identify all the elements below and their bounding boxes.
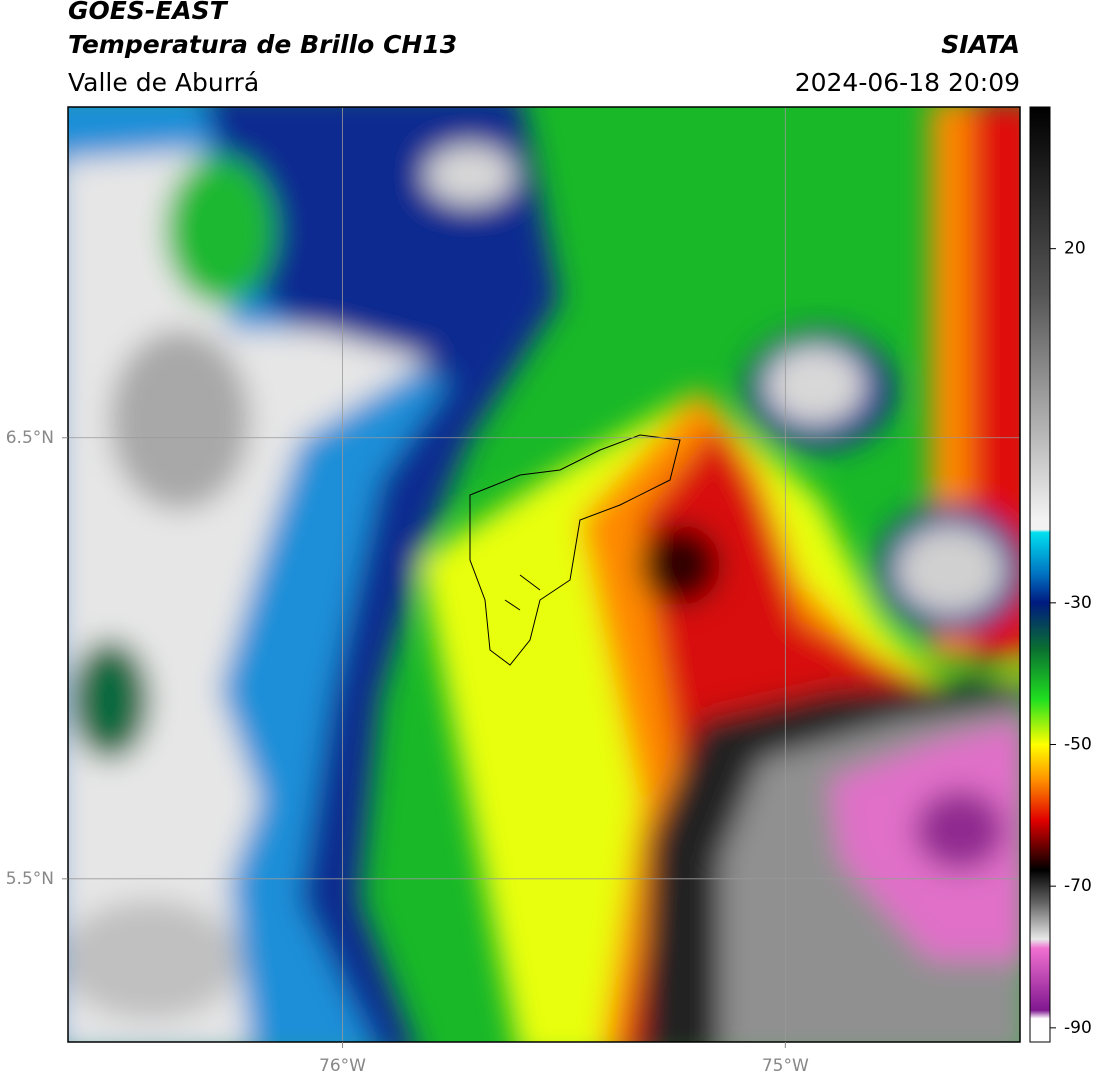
lat-label: 6.5°N	[6, 428, 54, 448]
subtitle: Temperatura de Brillo CH13	[68, 30, 457, 59]
region: Valle de Aburrá	[68, 68, 259, 97]
lat-label: 5.5°N	[6, 869, 54, 889]
lon-label: 76°W	[319, 1056, 366, 1076]
colorbar-tick-label: -30	[1064, 593, 1092, 613]
datetime: 2024-06-18 20:09	[795, 68, 1020, 97]
agency: SIATA	[941, 30, 1020, 59]
colorbar-tick-label: -90	[1064, 1018, 1092, 1038]
satellite-image	[68, 107, 1020, 1042]
colorbar-tick-label: -70	[1064, 876, 1092, 896]
colorbar	[1029, 106, 1051, 1043]
lon-label: 75°W	[762, 1056, 809, 1076]
title: GOES-EAST	[68, 0, 229, 25]
colorbar-tick-label: -50	[1064, 735, 1092, 755]
colorbar-tick-label: 20	[1064, 239, 1086, 259]
valley-boundary	[469, 434, 681, 666]
map-frame	[67, 106, 1021, 1043]
